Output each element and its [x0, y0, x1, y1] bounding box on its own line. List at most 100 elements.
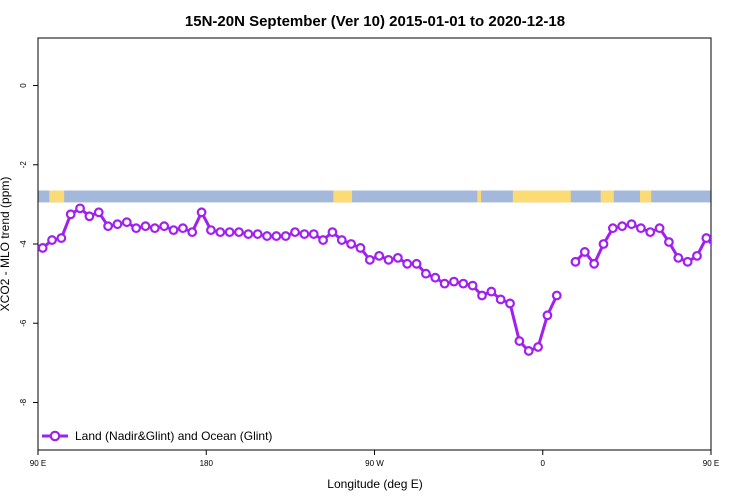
data-point [626, 219, 637, 230]
data-point [430, 272, 441, 283]
data-point [196, 207, 207, 218]
data-point [121, 217, 132, 228]
x-tick-label: 180 [200, 459, 214, 468]
data-point [271, 231, 282, 241]
y-axis-label: XCO2 - MLO trend (ppm) [0, 177, 12, 312]
data-point [112, 219, 123, 230]
data-point [93, 207, 104, 218]
data-point [84, 211, 95, 222]
y-tick-label: -4 [19, 240, 28, 248]
data-point [701, 233, 711, 243]
data-point [364, 254, 375, 265]
y-tick-label: 0 [19, 83, 28, 88]
data-point [159, 221, 170, 232]
land-ocean-strip [38, 190, 739, 203]
data-point [234, 227, 244, 238]
data-point [411, 258, 422, 269]
land-patch [49, 190, 55, 203]
land-patch [726, 191, 739, 203]
data-point [721, 238, 729, 246]
data-point [308, 229, 319, 239]
data-point [355, 243, 366, 253]
x-tick-label: 90 E [30, 459, 46, 468]
data-point [243, 229, 254, 239]
legend-label: Land (Nadir&Glint) and Ocean (Glint) [75, 429, 272, 443]
data-point [682, 256, 693, 267]
data-point [131, 223, 142, 234]
data-point [486, 286, 497, 297]
plot-area: 90 E 180 90 W 0 90 E 0 -2 -4 -6 -8 [19, 37, 748, 468]
data-point [514, 336, 525, 346]
land-patch [54, 190, 65, 203]
data-point [346, 239, 357, 249]
data-point [654, 223, 665, 234]
data-point [449, 276, 459, 287]
data-point [467, 280, 478, 291]
data-point [327, 227, 338, 238]
data-point [458, 278, 469, 289]
data-point [421, 268, 431, 279]
data-point [383, 254, 394, 265]
data-point [168, 225, 179, 236]
data-point [290, 227, 300, 238]
series-segment [41, 206, 559, 353]
data-point [523, 346, 534, 356]
data-point [224, 227, 235, 238]
legend: Land (Nadir&Glint) and Ocean (Glint) [42, 429, 272, 443]
data-point [140, 221, 151, 232]
data-point [598, 239, 609, 249]
data-point [692, 250, 702, 261]
data-point [149, 223, 160, 234]
land-patch [639, 190, 652, 203]
data-point [402, 258, 413, 269]
y-tick-label: -2 [19, 161, 28, 169]
land-patch [512, 190, 571, 203]
data-point [664, 237, 674, 247]
data-point [645, 227, 656, 238]
data-point [75, 203, 85, 214]
y-tick-label: -6 [19, 319, 28, 327]
land-patch [477, 190, 482, 203]
data-point [336, 235, 347, 245]
data-point [392, 252, 403, 263]
data-point [38, 243, 48, 253]
plot-frame [37, 37, 712, 451]
x-tick-label: 90 E [703, 459, 719, 468]
data-point [299, 229, 310, 239]
chart-title: 15N-20N September (Ver 10) 2015-01-01 to… [185, 13, 565, 30]
data-point [103, 221, 114, 232]
data-point [635, 223, 646, 234]
data-point [551, 290, 562, 301]
ocean-band [38, 190, 711, 203]
data-point [215, 227, 226, 238]
data-point [607, 223, 618, 234]
series-segment [574, 222, 711, 266]
x-tick-label: 90 W [365, 459, 384, 468]
data-point [542, 310, 553, 321]
series-line [38, 203, 748, 356]
data-point [617, 221, 628, 232]
data-point [262, 231, 272, 241]
land-patch [333, 190, 353, 203]
data-point [579, 247, 590, 257]
data-point [65, 209, 76, 220]
data-point [710, 246, 711, 250]
y-tick-label: -8 [19, 398, 28, 406]
land-patch [600, 190, 614, 203]
x-tick-label: 0 [541, 459, 546, 468]
data-point [56, 233, 67, 243]
data-point [280, 231, 291, 241]
data-point [570, 256, 581, 267]
data-point [177, 223, 188, 234]
data-point [740, 209, 748, 217]
legend-marker-swatch [49, 430, 61, 442]
data-point [374, 250, 385, 261]
data-point [495, 294, 506, 305]
data-point [47, 235, 57, 245]
data-point [439, 278, 450, 289]
data-point [731, 234, 739, 242]
data-point [318, 235, 328, 245]
data-point [187, 227, 198, 238]
data-point [252, 229, 263, 239]
